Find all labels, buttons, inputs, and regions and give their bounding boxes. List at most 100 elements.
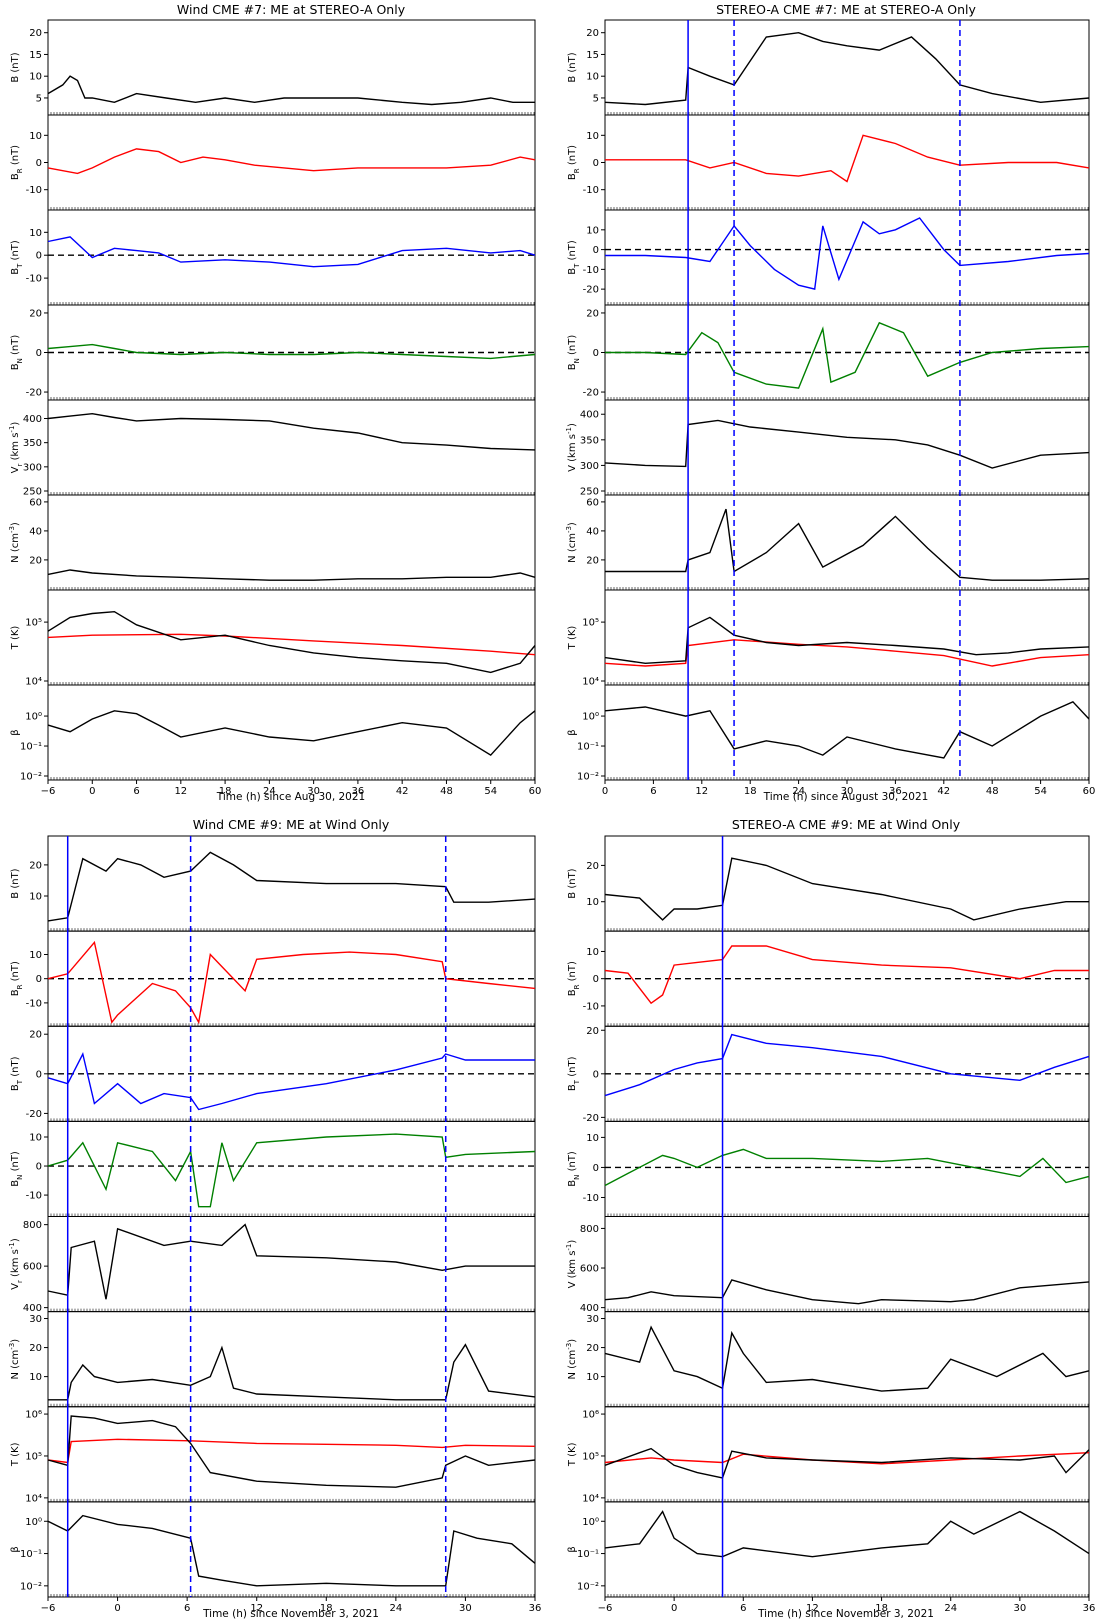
y-tick-label: 15 — [29, 50, 42, 61]
y-tick-label: 0 — [593, 348, 599, 359]
x-tick-label: 48 — [986, 786, 999, 797]
y-tick-label: 0 — [36, 1069, 42, 1080]
y-tick-label: 0 — [593, 1163, 599, 1174]
panel-frame — [604, 1406, 1090, 1503]
series-line — [47, 940, 536, 1025]
x-tick-label: 18 — [219, 786, 232, 797]
y-axis-label: BR (nT) — [10, 961, 24, 996]
y-tick-label: 10⁰ — [25, 712, 42, 723]
y-axis-label: β — [567, 1546, 578, 1552]
chart-stereo-cme7: STEREO-A CME #7: ME at STEREO-A Only Tim… — [565, 2, 1095, 803]
series-line — [47, 1415, 536, 1488]
y-tick-label: 60 — [29, 497, 42, 508]
x-tick-label: 54 — [1034, 786, 1047, 797]
y-tick-label: 10 — [586, 947, 599, 958]
y-axis-label: BN (nT) — [10, 335, 24, 371]
panel-3: -20 0 20 BN (nT) — [567, 304, 1090, 401]
series-line — [604, 31, 1090, 106]
y-tick-label: 15 — [586, 50, 599, 61]
y-tick-label: 400 — [580, 410, 599, 421]
y-tick-label: -20 — [26, 388, 42, 399]
y-axis-label: BN (nT) — [10, 1151, 24, 1187]
y-tick-label: 0 — [36, 158, 42, 169]
y-tick-label: 10⁻² — [577, 772, 599, 783]
chart-wind-cme9: Wind CME #9: ME at Wind Only Time (h) si… — [8, 817, 541, 1620]
y-axis-label: T (K) — [567, 1442, 578, 1467]
panel-frame — [604, 835, 1090, 932]
y-tick-label: 10⁰ — [582, 1517, 599, 1528]
y-tick-label: 0 — [36, 251, 42, 262]
minor-ticks — [47, 397, 535, 400]
x-tick-label: 60 — [529, 786, 542, 797]
y-tick-label: 10 — [29, 892, 42, 903]
y-tick-label: 10⁵ — [582, 1451, 599, 1462]
minor-ticks — [47, 1594, 535, 1597]
y-tick-label: 10⁻¹ — [577, 1549, 599, 1560]
y-tick-label: 20 — [586, 555, 599, 566]
x-tick-label: 60 — [1083, 786, 1096, 797]
chart-wind-cme7: Wind CME #7: ME at STEREO-A Only Time (h… — [8, 2, 541, 803]
panel-6: 10⁴ 10⁵ T (K) — [567, 589, 1090, 688]
x-tick-label: 12 — [695, 786, 708, 797]
minor-ticks — [604, 1403, 1089, 1407]
x-tick-label: 6 — [740, 1603, 746, 1614]
y-axis-label: B (nT) — [567, 868, 578, 898]
minor-ticks — [604, 1594, 1089, 1597]
x-tick-label: 0 — [89, 786, 95, 797]
minor-ticks — [47, 492, 535, 495]
panel-2: -20 0 20 BT (nT) — [10, 1025, 536, 1122]
panel-4: 400 600 800 Vr (km s-1) — [8, 1216, 536, 1314]
x-tick-label: 24 — [389, 1603, 402, 1614]
y-axis-label: BN (nT) — [567, 335, 581, 371]
x-tick-label: 42 — [937, 786, 950, 797]
series-line — [47, 343, 536, 360]
series-line — [47, 569, 536, 581]
series-line — [47, 851, 536, 922]
y-tick-label: 10⁶ — [582, 1410, 599, 1421]
x-tick-label: 18 — [875, 1603, 888, 1614]
panel-frame — [604, 589, 1090, 686]
panel-3: -10 0 10 BN (nT) — [10, 1120, 536, 1217]
y-axis-label: T (K) — [567, 626, 578, 651]
panel-frame — [604, 684, 1090, 781]
panel-frame — [47, 1311, 536, 1408]
series-line — [604, 1510, 1090, 1558]
minor-ticks — [604, 1118, 1089, 1122]
panel-frame — [47, 1120, 536, 1217]
y-axis-label: BR (nT) — [567, 145, 581, 180]
x-axis-label: Time (h) since August 30, 2021 — [763, 791, 929, 803]
y-tick-label: 10⁻² — [20, 772, 42, 783]
minor-ticks — [604, 1498, 1089, 1502]
y-tick-label: 800 — [23, 1220, 42, 1231]
y-axis-label: BN (nT) — [567, 1151, 581, 1187]
y-axis-label: β — [10, 1546, 21, 1552]
panel-2: -20 -10 0 10 BT (nT) — [567, 209, 1090, 306]
y-tick-label: -10 — [26, 274, 42, 285]
panel-frame — [47, 589, 536, 686]
panel-frame — [47, 209, 536, 306]
y-tick-label: 0 — [593, 245, 599, 256]
y-tick-label: -10 — [583, 1001, 599, 1012]
x-tick-label: 0 — [671, 1603, 677, 1614]
y-tick-label: 300 — [580, 461, 599, 472]
panel-2: -10 0 10 BT (nT) — [10, 209, 536, 306]
y-axis-label: B (nT) — [10, 52, 21, 82]
y-axis-label: N (cm-3) — [565, 1339, 578, 1380]
y-tick-label: 0 — [593, 1069, 599, 1080]
y-tick-label: 10⁶ — [25, 1410, 42, 1421]
y-axis-label: Vr (km s-1) — [8, 1238, 24, 1290]
panel-frame — [47, 1406, 536, 1503]
panel-frame — [604, 1501, 1090, 1598]
panel-frame — [47, 494, 536, 591]
y-tick-label: 10 — [29, 1132, 42, 1143]
series-line — [604, 1447, 1090, 1479]
x-tick-label: 42 — [396, 786, 409, 797]
panel-frame — [604, 1120, 1090, 1217]
y-axis-label: BT (nT) — [10, 1056, 24, 1091]
series-line — [47, 1514, 536, 1587]
series-line — [47, 148, 536, 175]
panel-7: 10⁻² 10⁻¹ 10⁰ β — [567, 684, 1090, 783]
